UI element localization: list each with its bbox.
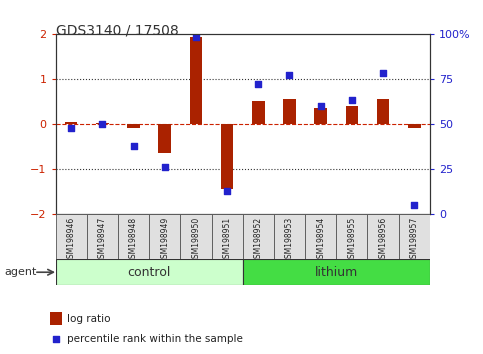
FancyBboxPatch shape bbox=[87, 214, 118, 260]
Bar bbox=[65, 122, 77, 124]
Bar bbox=[252, 101, 265, 124]
Bar bbox=[158, 124, 171, 153]
Text: percentile rank within the sample: percentile rank within the sample bbox=[67, 334, 242, 344]
Point bbox=[411, 202, 418, 208]
FancyBboxPatch shape bbox=[180, 214, 212, 260]
Bar bbox=[190, 37, 202, 124]
Point bbox=[223, 188, 231, 194]
Bar bbox=[128, 124, 140, 127]
Point bbox=[161, 164, 169, 170]
FancyBboxPatch shape bbox=[305, 214, 336, 260]
Bar bbox=[346, 106, 358, 124]
Bar bbox=[242, 259, 430, 285]
FancyBboxPatch shape bbox=[56, 214, 87, 260]
Point bbox=[52, 336, 60, 342]
Text: GSM198954: GSM198954 bbox=[316, 216, 325, 263]
Text: GSM198956: GSM198956 bbox=[379, 216, 387, 263]
Text: GSM198950: GSM198950 bbox=[191, 216, 200, 263]
Bar bbox=[96, 122, 109, 124]
Text: log ratio: log ratio bbox=[67, 314, 110, 324]
Bar bbox=[50, 313, 62, 325]
Text: GSM198955: GSM198955 bbox=[347, 216, 356, 263]
FancyBboxPatch shape bbox=[336, 214, 368, 260]
Text: GSM198946: GSM198946 bbox=[67, 216, 76, 263]
Point bbox=[348, 98, 356, 103]
Bar bbox=[283, 99, 296, 124]
Bar bbox=[221, 124, 233, 189]
Text: GSM198953: GSM198953 bbox=[285, 216, 294, 263]
Text: control: control bbox=[128, 266, 171, 279]
Point bbox=[255, 81, 262, 87]
Text: GSM198947: GSM198947 bbox=[98, 216, 107, 263]
FancyBboxPatch shape bbox=[118, 214, 149, 260]
FancyBboxPatch shape bbox=[368, 214, 398, 260]
Text: agent: agent bbox=[5, 267, 37, 277]
Point bbox=[285, 72, 293, 78]
Point bbox=[192, 34, 200, 40]
FancyBboxPatch shape bbox=[398, 214, 430, 260]
Text: GSM198957: GSM198957 bbox=[410, 216, 419, 263]
FancyBboxPatch shape bbox=[274, 214, 305, 260]
Point bbox=[129, 143, 137, 148]
FancyBboxPatch shape bbox=[212, 214, 242, 260]
Text: GSM198951: GSM198951 bbox=[223, 216, 232, 263]
Bar bbox=[56, 259, 242, 285]
FancyBboxPatch shape bbox=[149, 214, 180, 260]
Text: GSM198948: GSM198948 bbox=[129, 216, 138, 263]
Point bbox=[379, 70, 387, 76]
Bar bbox=[377, 99, 389, 124]
Point bbox=[317, 103, 325, 109]
Point bbox=[67, 125, 75, 130]
Text: GSM198949: GSM198949 bbox=[160, 216, 169, 263]
Bar bbox=[408, 124, 421, 127]
Text: GSM198952: GSM198952 bbox=[254, 216, 263, 263]
Text: lithium: lithium bbox=[314, 266, 358, 279]
Text: GDS3140 / 17508: GDS3140 / 17508 bbox=[56, 23, 178, 37]
Bar bbox=[314, 108, 327, 124]
FancyBboxPatch shape bbox=[242, 214, 274, 260]
Point bbox=[99, 121, 106, 127]
